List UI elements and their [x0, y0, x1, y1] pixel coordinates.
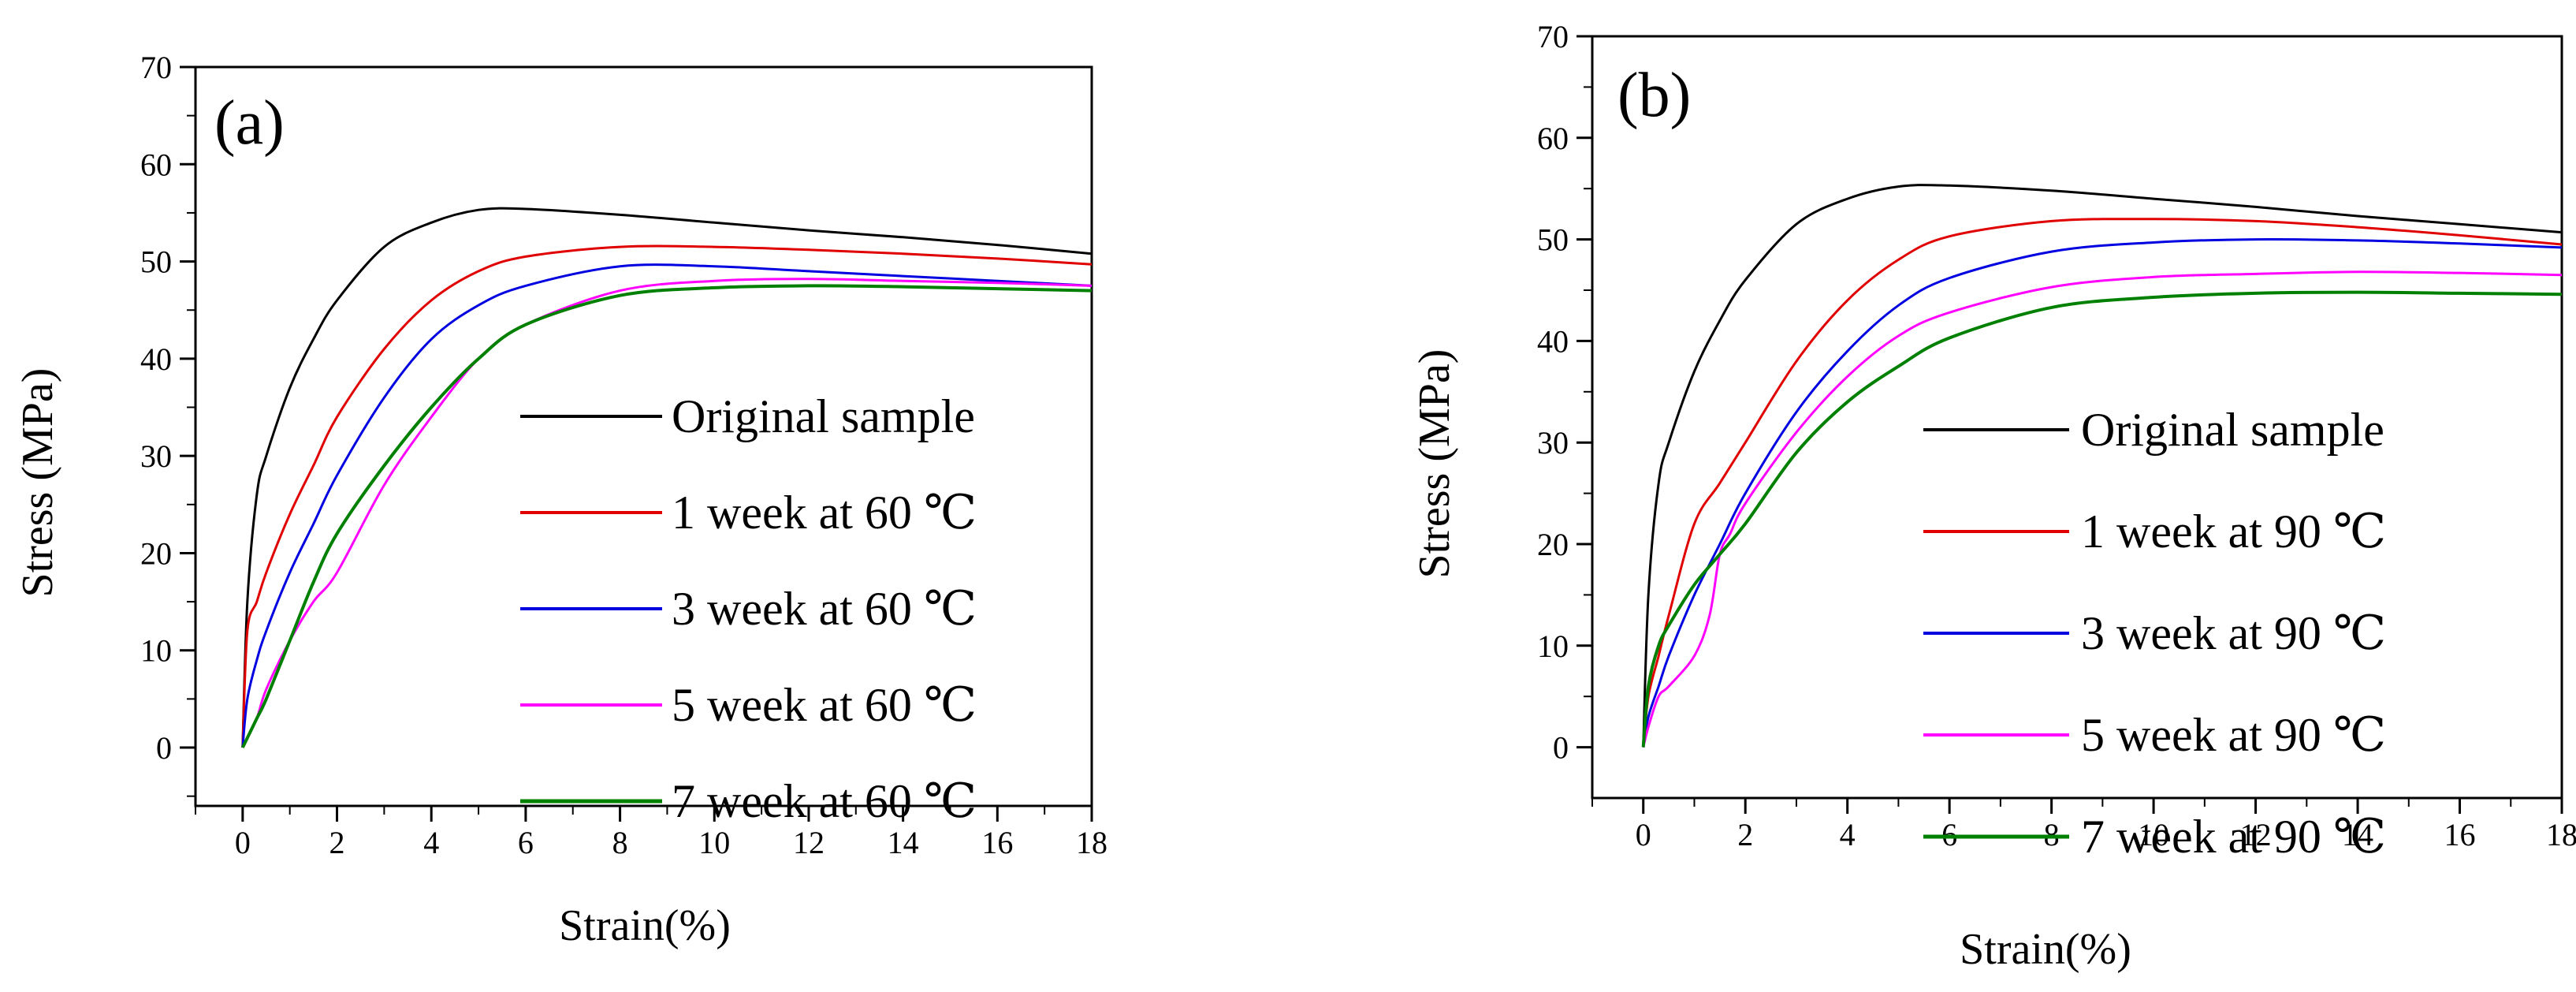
x-tick-label: 2 — [329, 825, 345, 860]
y-tick-label: 10 — [140, 633, 172, 669]
series-line-0 — [241, 207, 1093, 748]
plot-frame — [194, 65, 1093, 807]
y-tick-label: 30 — [1537, 425, 1569, 461]
y-tick-label: 30 — [140, 438, 172, 474]
legend-label: 7 week at 60 ℃ — [672, 775, 977, 827]
legend-label: 1 week at 90 ℃ — [2081, 505, 2386, 558]
series-line-2 — [1642, 237, 2563, 748]
y-tick-label: 40 — [140, 341, 172, 377]
y-tick-label: 60 — [140, 147, 172, 182]
y-tick-label: 70 — [140, 50, 172, 85]
panel-a: (a) Stress (MPa) Strain(%) 0 2 4 6 8 10 12 14 16… — [13, 50, 1107, 950]
x-tick-label: 4 — [1840, 817, 1856, 852]
x-axis-title: Strain(%) — [1960, 925, 2131, 974]
x-tick-label: 18 — [2546, 817, 2576, 852]
x-tick-label: 18 — [1076, 825, 1107, 860]
x-tick-label: 14 — [888, 825, 919, 860]
y-tick-label: 50 — [140, 244, 172, 280]
x-tick-label: 14 — [2342, 817, 2373, 852]
y-tick-label: 0 — [156, 730, 172, 766]
series-line-4 — [241, 284, 1093, 748]
y-tick-label: 20 — [1537, 527, 1569, 562]
x-tick-label: 4 — [423, 825, 439, 860]
x-tick-label: 0 — [1636, 817, 1651, 852]
series-line-0 — [1642, 184, 2563, 748]
y-tick-label: 50 — [1537, 222, 1569, 258]
x-tick-label: 16 — [981, 825, 1013, 860]
legend-label: Original sample — [672, 390, 975, 442]
panel-b: (b) Stress (MPa) Strain(%) 0246810121416… — [1410, 19, 2576, 974]
x-tick-label: 12 — [2240, 817, 2272, 852]
x-tick-label: 10 — [698, 825, 730, 860]
x-tick-label: 12 — [793, 825, 825, 860]
series-line-4 — [1641, 290, 2563, 748]
series-line-3 — [1642, 270, 2563, 748]
x-tick-label: 6 — [518, 825, 534, 860]
legend-label: 5 week at 60 ℃ — [672, 679, 977, 731]
panel-label: (a) — [214, 88, 285, 158]
x-tick-label: 10 — [2138, 817, 2169, 852]
x-tick-label: 2 — [1737, 817, 1753, 852]
y-axis-title: Stress (MPa) — [1410, 349, 1459, 579]
x-tick-label: 0 — [235, 825, 251, 860]
plot-frame — [1591, 35, 2563, 800]
legend-label: 7 week at 90 ℃ — [2081, 811, 2386, 863]
x-axis-title: Strain(%) — [559, 901, 731, 950]
legend-label: 3 week at 90 ℃ — [2081, 607, 2386, 659]
legend-label: Original sample — [2081, 404, 2384, 456]
y-tick-label: 40 — [1537, 323, 1569, 359]
x-tick-label: 8 — [612, 825, 628, 860]
legend-label: 3 week at 60 ℃ — [672, 583, 977, 635]
series-line-1 — [241, 244, 1093, 748]
series-line-3 — [241, 278, 1093, 748]
y-tick-label: 0 — [1553, 730, 1569, 766]
y-axis-title: Stress (MPa) — [13, 368, 62, 598]
legend-label: 5 week at 90 ℃ — [2081, 709, 2386, 761]
y-tick-label: 60 — [1537, 121, 1569, 156]
y-tick-label: 70 — [1537, 19, 1569, 54]
y-tick-label: 10 — [1537, 628, 1569, 664]
series-line-2 — [241, 263, 1093, 748]
panel-label: (b) — [1617, 61, 1691, 130]
legend-label: 1 week at 60 ℃ — [672, 487, 977, 539]
y-tick-label: 20 — [140, 535, 172, 571]
x-tick-label: 16 — [2444, 817, 2476, 852]
series-line-1 — [1642, 218, 2563, 748]
